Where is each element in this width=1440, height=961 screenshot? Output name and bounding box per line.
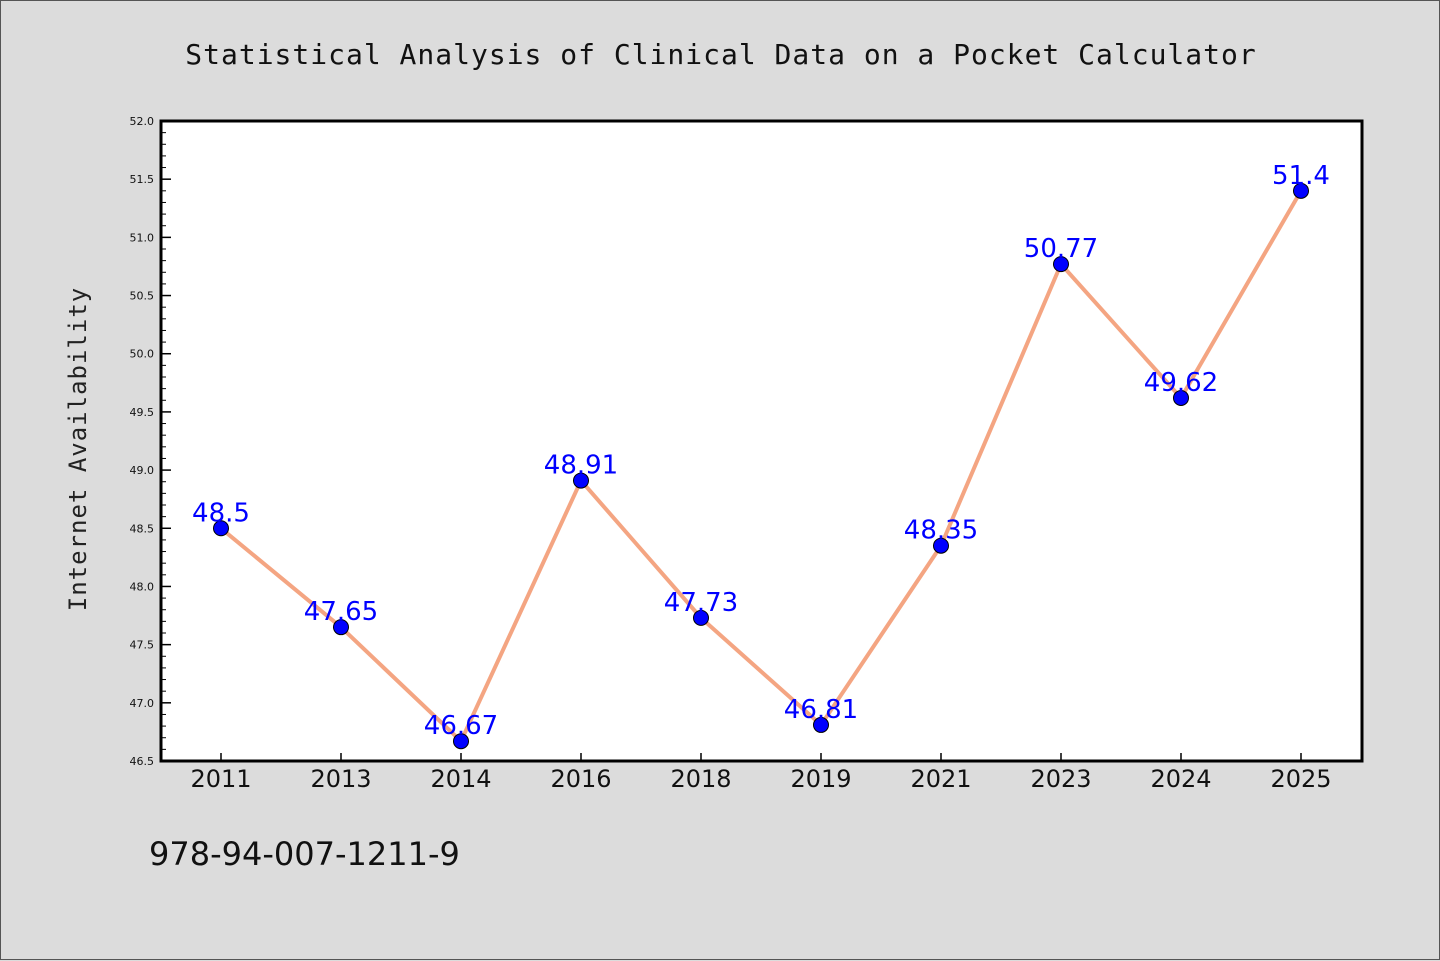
- y-tick-label: 50.0: [130, 348, 155, 361]
- data-label: 46.67: [424, 711, 498, 741]
- y-tick-label: 47.5: [130, 639, 155, 652]
- y-tick-label: 48.5: [130, 522, 155, 535]
- data-point: [213, 520, 229, 537]
- y-tick-label: 52.0: [130, 115, 155, 128]
- data-point: [573, 472, 589, 489]
- x-tick-label: 2025: [1270, 765, 1331, 793]
- data-label: 46.81: [784, 695, 858, 725]
- x-tick-label: 2011: [190, 765, 251, 793]
- chart-title: Statistical Analysis of Clinical Data on…: [185, 38, 1256, 71]
- data-label: 48.91: [544, 451, 618, 481]
- data-point: [933, 537, 949, 554]
- x-tick-label: 2018: [670, 765, 731, 793]
- y-tick-label: 50.5: [130, 290, 155, 303]
- x-tick-label: 2023: [1030, 765, 1091, 793]
- series-line-group: [213, 182, 1309, 750]
- data-point: [1293, 182, 1309, 199]
- y-tick-label: 48.0: [130, 580, 155, 593]
- x-tick-label: 2021: [910, 765, 971, 793]
- data-label: 48.5: [192, 498, 250, 528]
- y-tick-label: 51.0: [130, 231, 155, 244]
- data-label: 51.4: [1272, 161, 1330, 191]
- data-point: [693, 609, 709, 626]
- data-label: 49.62: [1144, 368, 1218, 398]
- data-labels: 48.5 47.65 46.67 48.91 47.73 46.81 48.35 50.77 4…: [192, 161, 1330, 741]
- x-tick-label: 2024: [1150, 765, 1211, 793]
- y-tick-label: 47.0: [130, 697, 155, 710]
- data-point: [1173, 389, 1189, 406]
- data-label: 47.73: [664, 588, 738, 618]
- plot-area: [161, 121, 1362, 761]
- y-tick-label: 51.5: [130, 173, 155, 186]
- y-tick-label: 49.5: [130, 406, 155, 419]
- data-label: 50.77: [1024, 234, 1098, 264]
- x-tick-label: 2016: [550, 765, 611, 793]
- data-point: [333, 619, 349, 636]
- y-axis-label: Internet Availability: [64, 287, 92, 611]
- data-label: 48.35: [904, 516, 978, 546]
- y-tick-label: 46.5: [130, 755, 155, 768]
- data-label: 47.65: [304, 597, 378, 627]
- x-tick-label: 2013: [310, 765, 371, 793]
- data-point: [1053, 256, 1069, 273]
- x-tick-label: 2014: [430, 765, 491, 793]
- data-point: [813, 716, 829, 733]
- x-tick-label: 2019: [790, 765, 851, 793]
- plot-frame: [159, 119, 1364, 763]
- isbn-text: 978-94-007-1211-9: [149, 835, 460, 873]
- series-line: [219, 189, 1303, 744]
- y-tick-label: 49.0: [130, 464, 155, 477]
- x-axis: 2011 2013 2014 2016 2018 2019 2021 2023 2024 2025: [190, 753, 1332, 793]
- data-point: [453, 733, 469, 750]
